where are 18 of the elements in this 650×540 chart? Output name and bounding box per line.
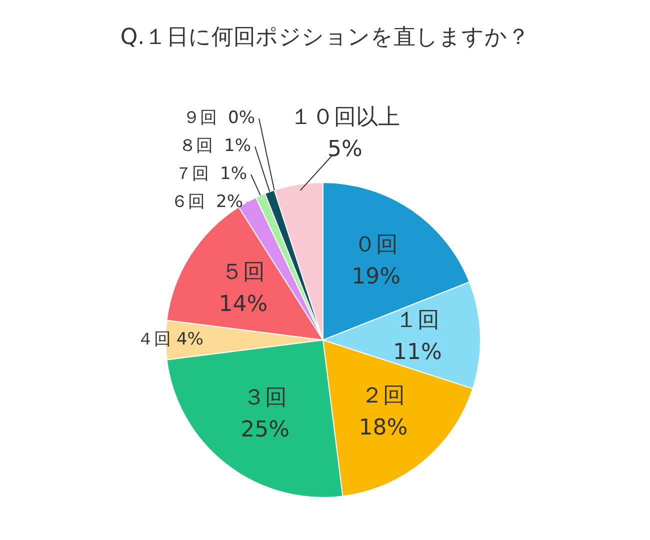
data-label: 11% <box>393 340 442 365</box>
category-label: ９回 0% <box>183 108 255 128</box>
slice-label: ２回 <box>361 384 406 409</box>
slice-label: ３回 <box>243 385 288 410</box>
slice-label: ６回 2% <box>171 192 243 212</box>
slice-label: ０回 <box>354 232 398 258</box>
slice-label: ５回 <box>221 260 266 286</box>
slice-label: ７回 1% <box>175 164 247 184</box>
slice-label: ８回 1% <box>179 136 251 156</box>
data-label: 14% <box>218 292 268 318</box>
slice-label: １回 <box>395 308 440 333</box>
data-label: 25% <box>240 417 290 442</box>
chart-title: Q.１日に何回ポジションを直しますか？ <box>119 24 531 52</box>
data-label: 5% <box>328 137 362 162</box>
slice-label: ４回 4% <box>137 329 204 350</box>
slice-label: １０回以上 <box>290 105 400 130</box>
data-label: 18% <box>358 416 408 441</box>
data-label: 19% <box>352 264 401 290</box>
